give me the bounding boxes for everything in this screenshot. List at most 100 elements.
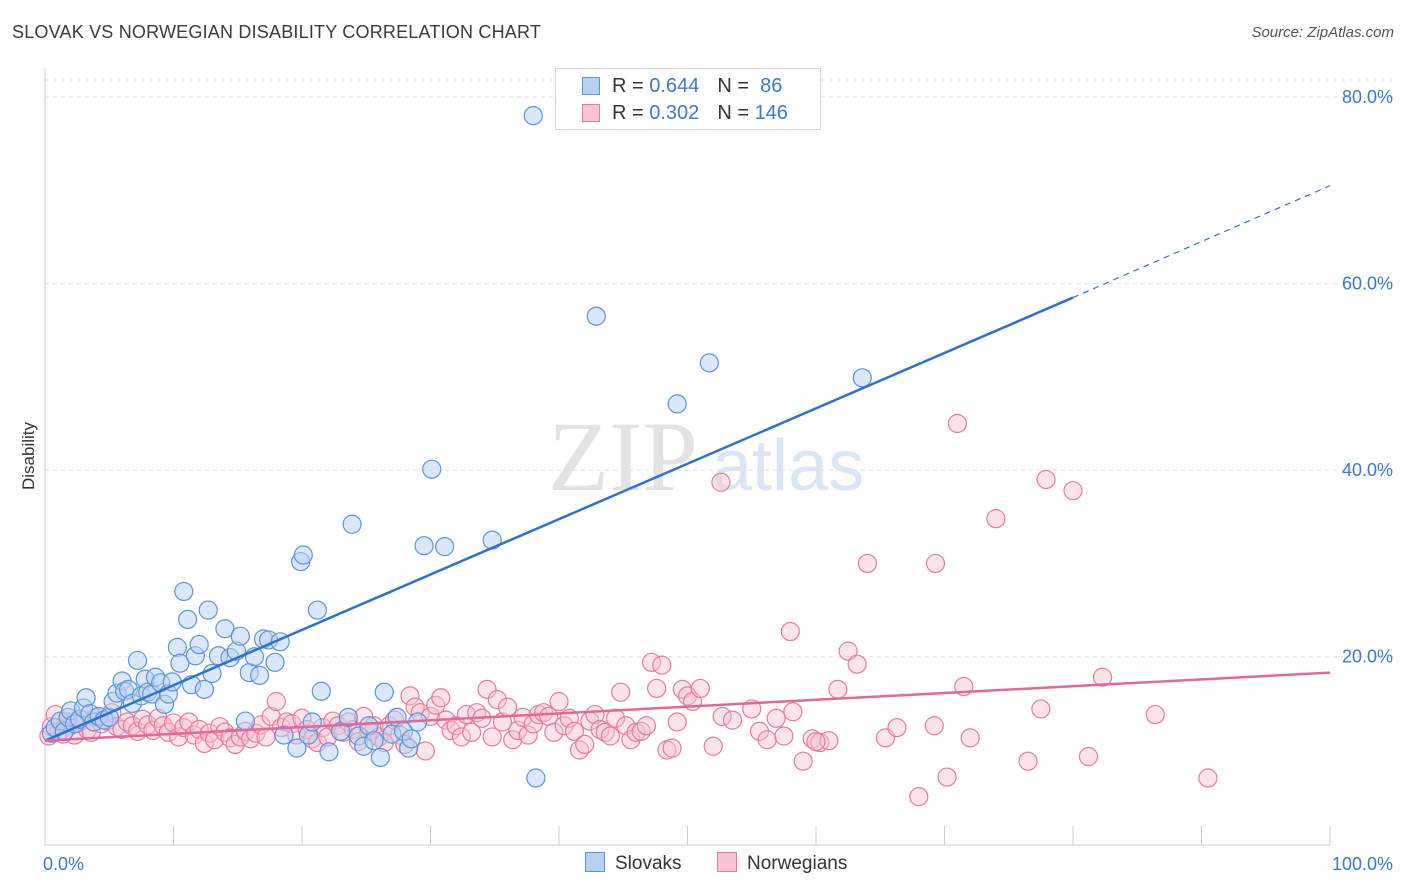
legend-row-norwegians: R = 0.302 N = 146 (582, 102, 788, 128)
slovaks-trend-line (44, 296, 1074, 742)
norwegians-point (925, 553, 946, 574)
y-axis-title: Disability (19, 421, 38, 490)
watermark: ZIP atlas (548, 401, 864, 512)
slovaks-point (370, 747, 390, 768)
source-label: Source: ZipAtlas.com (1251, 24, 1394, 41)
slovaks-point (170, 653, 190, 673)
slovaks-point (274, 725, 294, 745)
norwegians-point (806, 732, 826, 752)
r-value: 0.644 (649, 75, 700, 97)
tick-labels: 20.0% 40.0% 60.0% 80.0% 0.0% 100.0% (43, 87, 1393, 874)
norwegians-point (828, 679, 848, 699)
norwegians-point (947, 413, 967, 434)
norwegians-point (924, 716, 944, 736)
slovaks-point (194, 679, 214, 699)
slovaks-point (319, 742, 339, 762)
x-tick-label: 0.0% (43, 854, 84, 874)
norwegians-point (909, 787, 929, 807)
slovaks-point (167, 637, 187, 657)
correlation-legend: R = 0.644 N = 86 R = 0.302 N = 146 (555, 68, 821, 130)
slovaks-point (293, 545, 313, 565)
slovaks-point (526, 768, 546, 788)
slovaks-point (174, 581, 194, 602)
slovaks-point (414, 536, 434, 556)
norwegians-point (590, 719, 610, 740)
legend-item-slovaks[interactable]: Slovaks (585, 852, 682, 875)
r-label: R = (612, 75, 644, 97)
slovaks-point (287, 738, 307, 758)
norwegians-point (451, 727, 471, 747)
norwegians-point (462, 722, 482, 742)
norwegians-point (631, 721, 651, 741)
norwegians-point (986, 509, 1006, 529)
slovaks-legend-label: Slovaks (615, 853, 682, 874)
slovaks-point (435, 537, 455, 557)
norwegians-point (711, 472, 731, 492)
norwegians-point (662, 738, 682, 758)
norwegians-point (415, 741, 435, 761)
chart-title: SLOVAK VS NORWEGIAN DISABILITY CORRELATI… (12, 22, 542, 42)
norwegians-point (703, 736, 723, 756)
y-tick-label: 40.0% (1342, 460, 1393, 480)
slovaks-point (342, 514, 362, 534)
y-tick-label: 80.0% (1342, 87, 1393, 107)
norwegians-point (544, 722, 564, 742)
norwegians-legend-label: Norwegians (747, 853, 848, 874)
r-value: 0.302 (649, 102, 700, 124)
x-tick-label: 100.0% (1332, 854, 1393, 874)
norwegians-point (600, 726, 621, 746)
slovaks-point (189, 634, 209, 655)
legend-item-norwegians[interactable]: Norwegians (717, 852, 847, 875)
norwegians-point (667, 712, 687, 732)
norwegians-point (487, 690, 507, 710)
norwegians-point (774, 726, 794, 746)
n-value: 146 (754, 102, 788, 124)
norwegians-point (783, 702, 803, 722)
n-label: N = (717, 102, 749, 124)
norwegians-point (647, 678, 667, 699)
slovaks-point (523, 106, 543, 126)
norwegians-point (793, 751, 813, 771)
norwegians-point (513, 707, 533, 727)
slovaks-point (265, 652, 285, 672)
slovaks-point (230, 626, 250, 646)
series-legend: Slovaks Norwegians (0, 852, 1406, 878)
slovaks-point (852, 368, 872, 388)
slovaks-point (127, 650, 148, 671)
r-label: R = (612, 102, 644, 124)
slovaks-point (311, 681, 331, 701)
y-tick-label: 20.0% (1342, 647, 1393, 667)
norwegians-point (652, 655, 672, 675)
norwegians-point (503, 730, 523, 750)
norwegians-point (431, 688, 451, 708)
watermark-zip: ZIP (548, 401, 698, 512)
n-label: N = (717, 75, 749, 97)
norwegians-point (158, 722, 178, 742)
norwegians-point (498, 697, 518, 717)
norwegians-point (549, 691, 569, 712)
slovaks-point (586, 306, 606, 326)
norwegians-point (722, 710, 743, 730)
slovaks-point (401, 729, 421, 749)
gridlines (45, 79, 1393, 658)
slovaks-point (699, 353, 719, 373)
norwegians-point (1036, 469, 1056, 490)
slovaks-point (249, 665, 270, 685)
slovaks-point (374, 682, 394, 702)
norwegians-point (138, 715, 158, 735)
axes (44, 68, 1331, 846)
norwegians-point (857, 553, 878, 574)
slovaks-point (302, 712, 322, 732)
watermark-atlas: atlas (712, 426, 864, 506)
slovaks-point (667, 394, 687, 414)
norwegians-point (194, 733, 214, 754)
slovaks-point (422, 459, 442, 479)
norwegians-point (757, 730, 777, 750)
slovaks-point (364, 731, 384, 751)
norwegians-point (569, 740, 590, 760)
norwegians-point (1078, 746, 1099, 767)
norwegians-trend-line (44, 671, 1331, 742)
norwegians-point (636, 716, 656, 736)
legend-row-slovaks: R = 0.644 N = 86 (582, 75, 782, 101)
norwegians-point (518, 725, 538, 745)
